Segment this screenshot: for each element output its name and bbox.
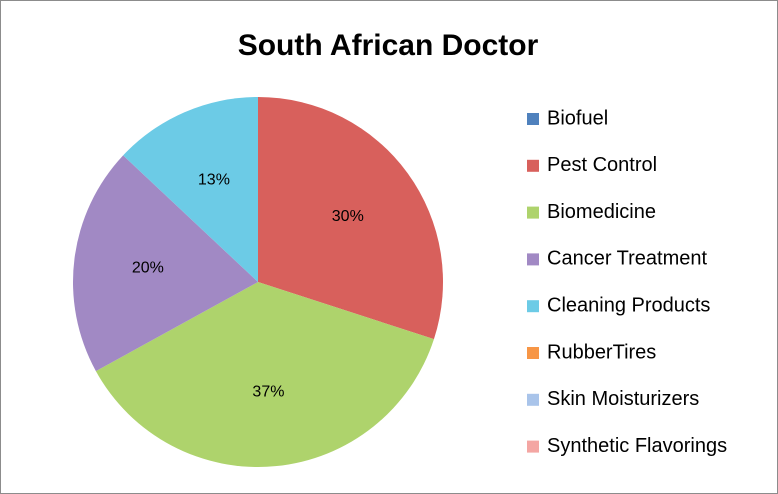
legend-label: Biofuel [547,107,608,129]
legend-label: Biomedicine [547,201,656,223]
data-label: 30% [332,208,364,225]
legend-label: Skin Moisturizers [547,388,699,410]
legend-label: Pest Control [547,154,657,176]
chart-title: South African Doctor [238,29,539,62]
legend-swatch [527,300,539,313]
data-label: 20% [132,259,164,276]
legend-swatch [527,159,539,172]
legend-label: Synthetic Flavorings [547,435,727,457]
legend-swatch [527,113,539,125]
legend-swatch [527,206,539,219]
legend-swatch [527,440,539,453]
pie-slice [123,97,258,282]
pie-slice [73,155,258,372]
pie-slice [258,97,443,340]
data-label: 13% [198,171,230,188]
pie-slice [95,282,434,468]
legend-label: Cancer Treatment [547,248,708,270]
legend-swatch [527,393,539,406]
legend-swatch [527,253,539,266]
legend-label: RubberTires [547,341,656,363]
legend-label: Cleaning Products [547,294,710,316]
data-label: 37% [252,384,284,401]
legend-swatch [527,347,539,359]
